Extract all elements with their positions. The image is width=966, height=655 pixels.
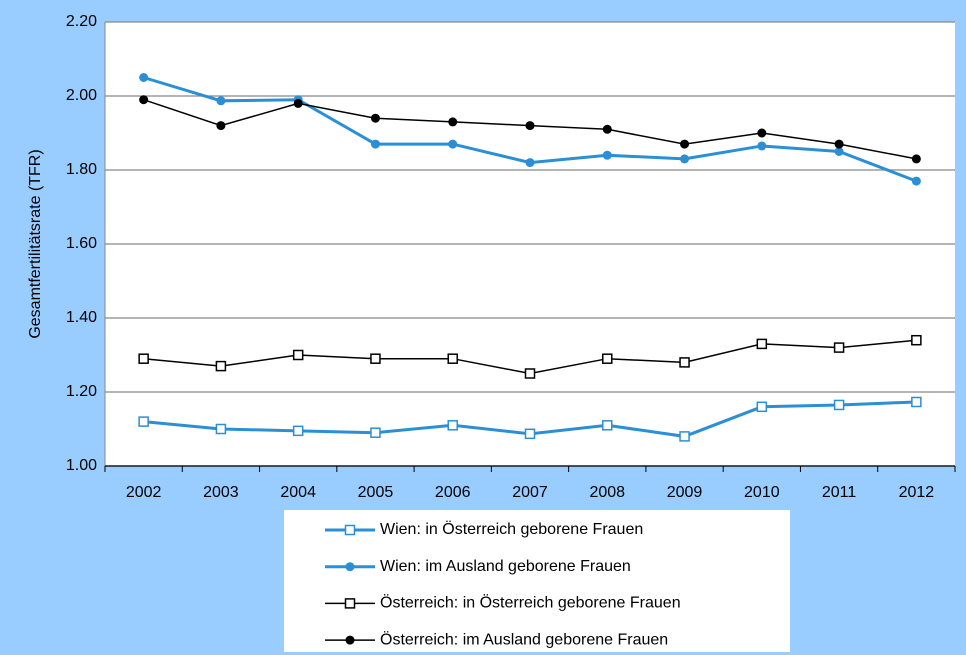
marker <box>757 141 767 151</box>
marker <box>680 154 690 164</box>
y-tick-label: 1.00 <box>66 457 97 474</box>
legend-label: Österreich: in Österreich geborene Fraue… <box>380 594 681 612</box>
marker <box>139 73 149 82</box>
marker <box>911 154 921 164</box>
legend-marker <box>344 598 356 609</box>
legend-box <box>284 510 790 652</box>
marker <box>602 150 612 160</box>
marker <box>602 353 613 364</box>
marker <box>370 427 381 438</box>
marker <box>448 117 458 127</box>
legend-marker <box>345 635 355 645</box>
x-tick-label: 2012 <box>899 484 935 501</box>
marker <box>292 349 304 361</box>
marker <box>524 428 536 440</box>
marker <box>602 124 612 134</box>
marker <box>756 338 768 350</box>
marker <box>138 416 149 427</box>
marker <box>370 353 381 364</box>
legend-marker <box>344 524 356 536</box>
x-tick-label: 2008 <box>589 484 625 501</box>
x-tick-label: 2002 <box>126 484 162 501</box>
marker <box>680 139 690 149</box>
marker <box>834 147 844 156</box>
marker <box>524 368 536 379</box>
y-tick-label: 1.80 <box>66 161 97 178</box>
marker <box>139 95 149 105</box>
legend-label: Österreich: im Ausland geborene Frauen <box>380 630 668 648</box>
marker <box>215 423 227 435</box>
marker <box>834 139 844 149</box>
marker <box>911 396 922 408</box>
marker <box>447 353 458 364</box>
marker <box>370 113 380 123</box>
marker <box>679 431 690 442</box>
legend-label: Wien: in Österreich geborene Frauen <box>380 520 643 538</box>
y-tick-label: 2.00 <box>66 87 97 104</box>
marker <box>447 420 458 431</box>
marker <box>911 176 921 186</box>
marker <box>833 342 845 353</box>
y-tick-label: 1.60 <box>66 235 97 252</box>
x-tick-label: 2011 <box>822 484 857 501</box>
x-tick-label: 2003 <box>203 484 239 501</box>
marker <box>370 139 380 149</box>
marker <box>602 420 613 431</box>
y-tick-label: 1.20 <box>66 383 97 400</box>
marker <box>833 399 845 411</box>
y-tick-label: 1.40 <box>66 309 97 326</box>
x-tick-label: 2009 <box>667 484 703 501</box>
marker <box>911 334 922 346</box>
x-tick-label: 2004 <box>280 484 316 501</box>
marker <box>757 128 767 138</box>
x-tick-label: 2005 <box>358 484 394 501</box>
marker <box>216 121 226 131</box>
marker <box>216 96 226 106</box>
y-axis-label: Gesamtfertilitätsrate (TFR) <box>27 149 44 338</box>
x-tick-label: 2006 <box>435 484 471 501</box>
y-tick-label: 2.20 <box>66 13 97 30</box>
marker <box>292 425 304 437</box>
legend-marker <box>345 562 355 572</box>
marker <box>138 353 149 364</box>
x-tick-label: 2010 <box>744 484 780 501</box>
x-tick-label: 2007 <box>512 484 548 501</box>
marker <box>525 121 535 131</box>
marker <box>525 158 535 168</box>
marker <box>293 98 303 108</box>
marker <box>448 139 458 149</box>
marker <box>215 360 227 372</box>
marker <box>679 357 690 368</box>
legend-label: Wien: im Ausland geborene Frauen <box>380 558 631 575</box>
marker <box>756 401 768 413</box>
